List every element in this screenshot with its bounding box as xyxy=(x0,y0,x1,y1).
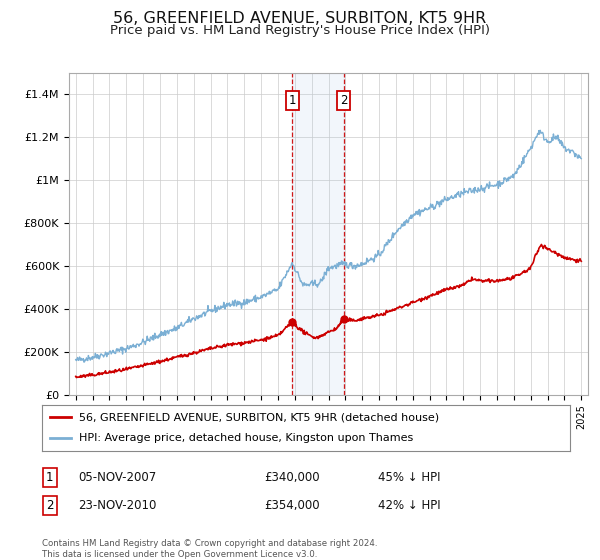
Text: 42% ↓ HPI: 42% ↓ HPI xyxy=(378,498,440,512)
Text: 1: 1 xyxy=(46,470,53,484)
Text: 05-NOV-2007: 05-NOV-2007 xyxy=(78,470,156,484)
Text: 23-NOV-2010: 23-NOV-2010 xyxy=(78,498,157,512)
Text: £340,000: £340,000 xyxy=(264,470,320,484)
Text: 56, GREENFIELD AVENUE, SURBITON, KT5 9HR: 56, GREENFIELD AVENUE, SURBITON, KT5 9HR xyxy=(113,11,487,26)
Bar xyxy=(292,73,344,395)
Text: 2: 2 xyxy=(340,94,347,107)
Text: 1: 1 xyxy=(289,94,296,107)
Text: HPI: Average price, detached house, Kingston upon Thames: HPI: Average price, detached house, King… xyxy=(79,433,413,444)
Text: 45% ↓ HPI: 45% ↓ HPI xyxy=(378,470,440,484)
Text: £354,000: £354,000 xyxy=(264,498,320,512)
Text: 56, GREENFIELD AVENUE, SURBITON, KT5 9HR (detached house): 56, GREENFIELD AVENUE, SURBITON, KT5 9HR… xyxy=(79,412,439,422)
Text: 2: 2 xyxy=(46,498,53,512)
Text: Price paid vs. HM Land Registry's House Price Index (HPI): Price paid vs. HM Land Registry's House … xyxy=(110,24,490,36)
Text: Contains HM Land Registry data © Crown copyright and database right 2024.
This d: Contains HM Land Registry data © Crown c… xyxy=(42,539,377,559)
